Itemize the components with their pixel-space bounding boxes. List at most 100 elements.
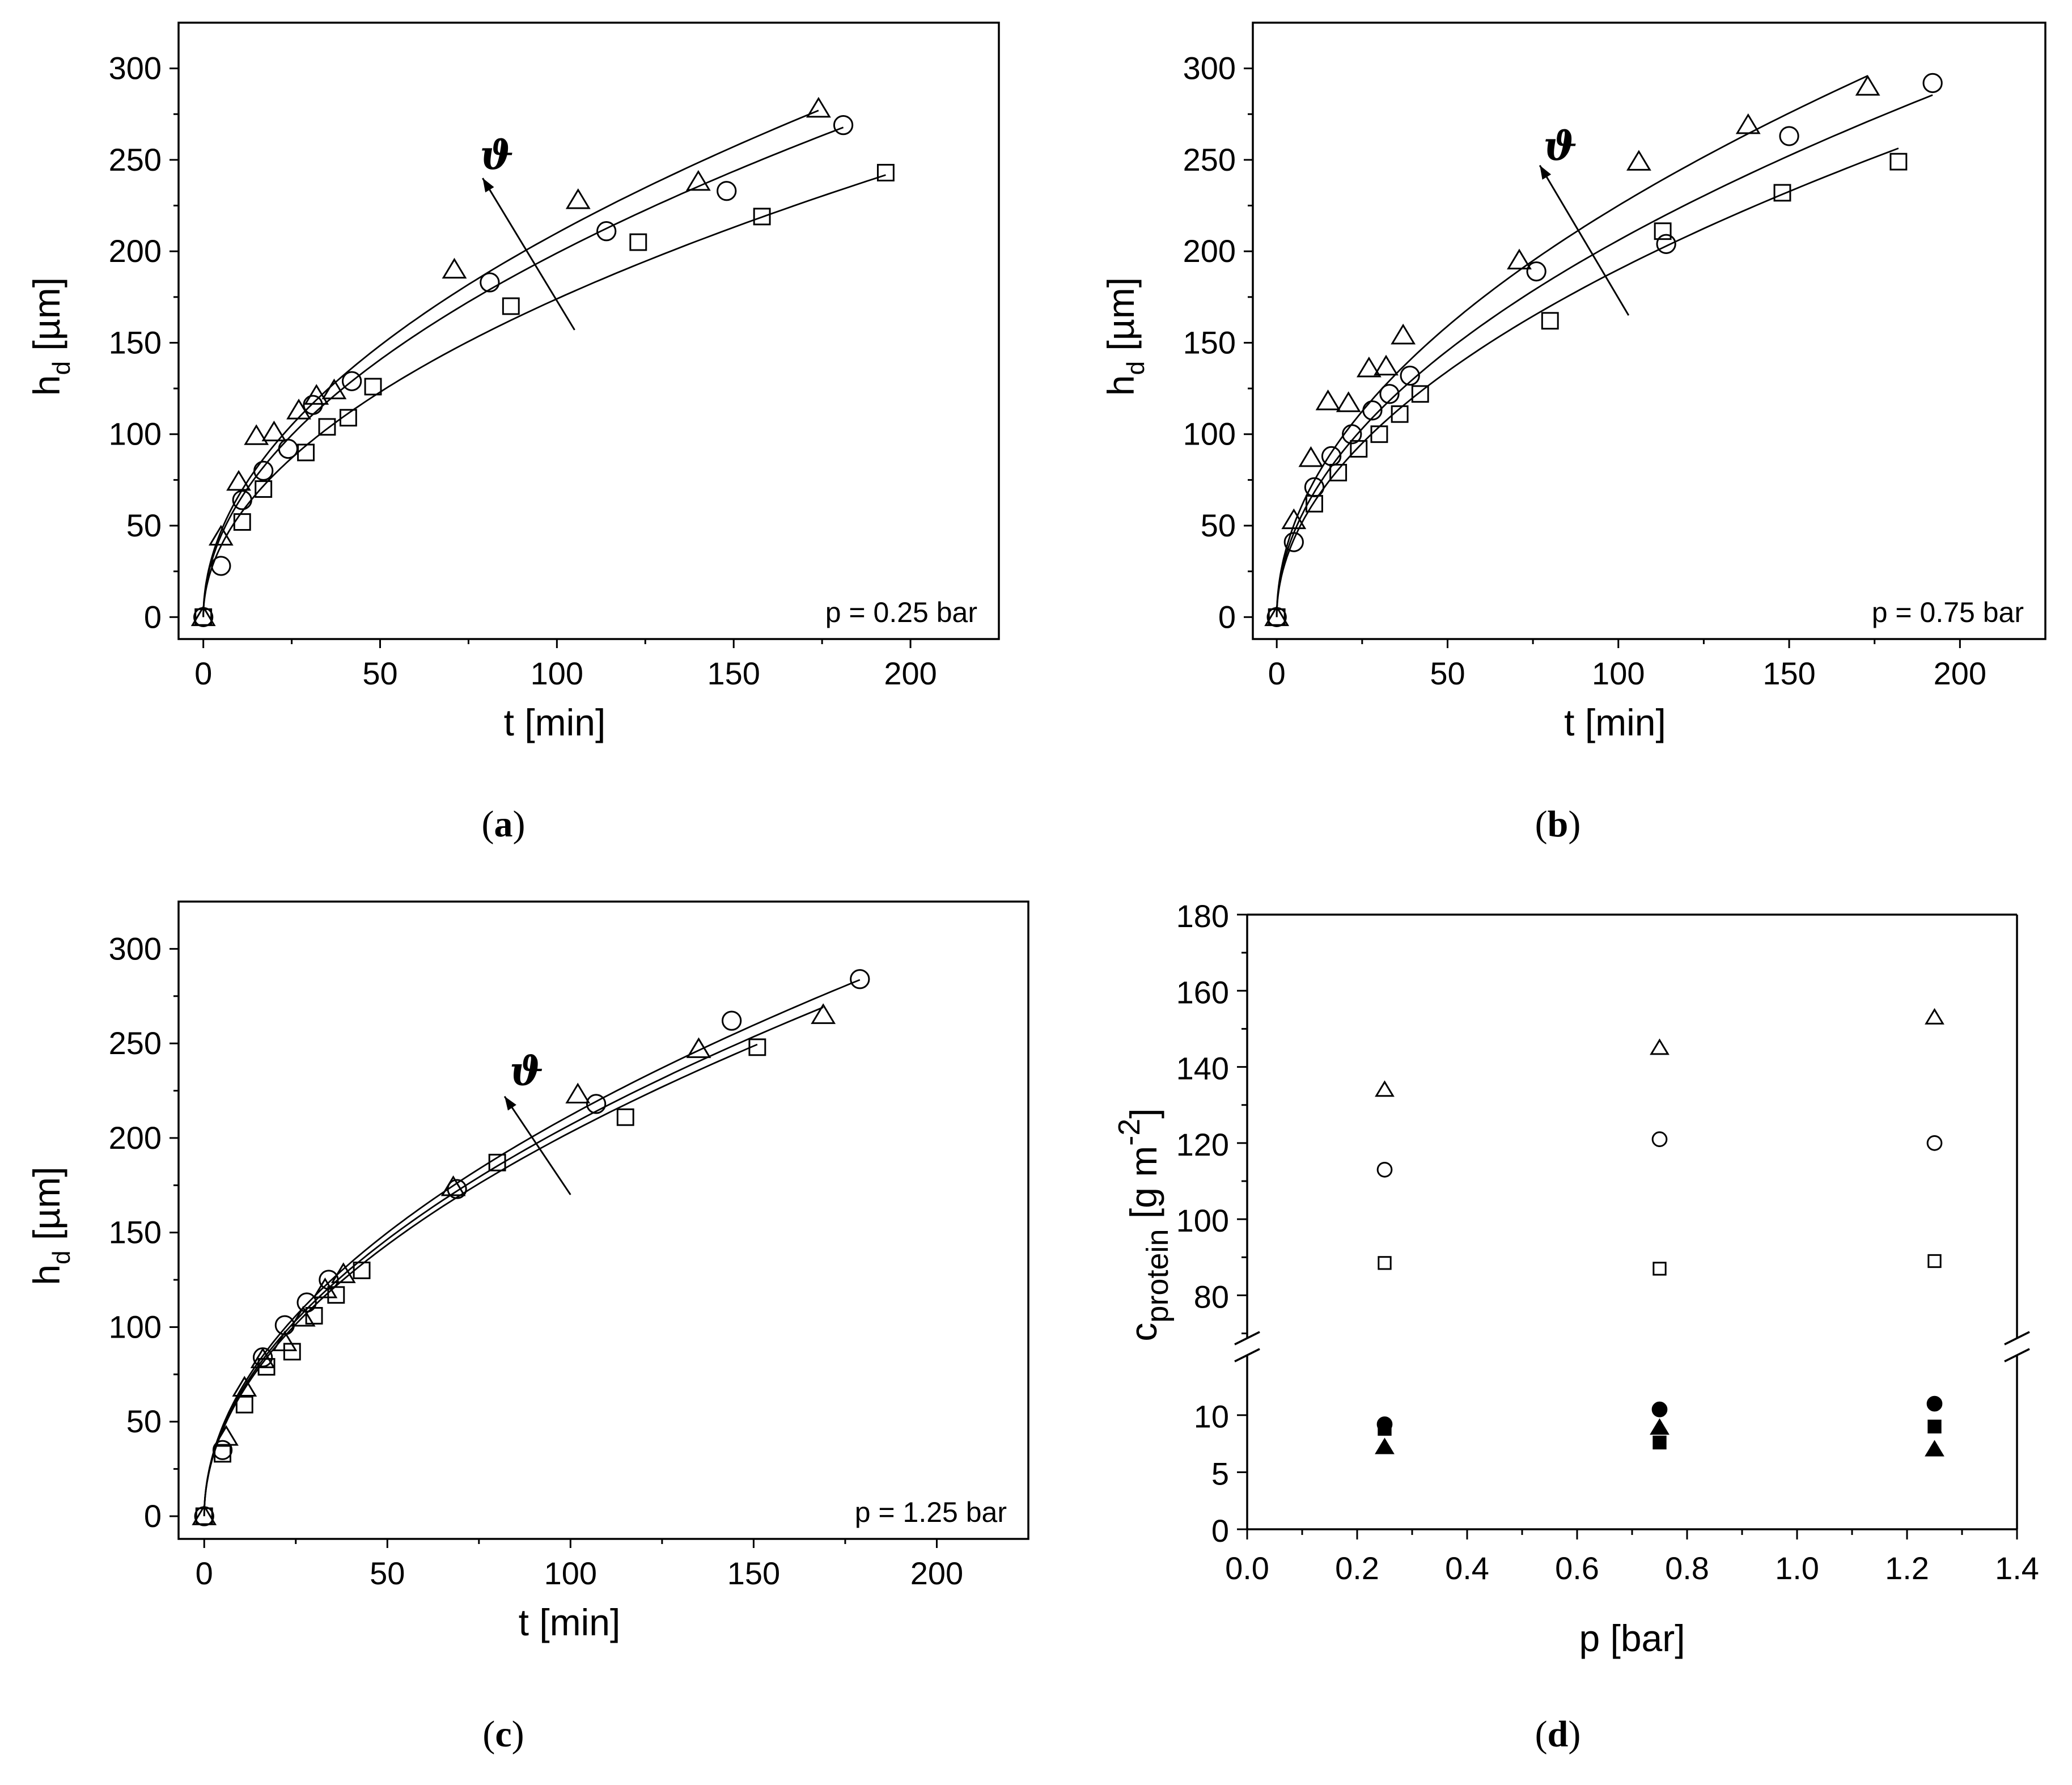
data-point-square [753, 208, 771, 226]
x-tick-label: 0.8 [1665, 1550, 1709, 1586]
data-point-circle [717, 181, 737, 201]
y-tick-label: 250 [109, 142, 162, 177]
x-axis-label: t [min] [1564, 701, 1666, 743]
data-point-square [1268, 608, 1286, 626]
data-point-square [1391, 405, 1409, 423]
x-tick-label: 200 [910, 1555, 963, 1591]
data-point-triangle [1356, 356, 1382, 378]
y-tick-label: 100 [109, 416, 162, 452]
data-point-square [1329, 464, 1348, 481]
data-point-circle [721, 1010, 742, 1031]
data-point-circle [447, 1179, 467, 1199]
y-axis-label: hd [µm] [1100, 277, 1150, 396]
data-point-circle [274, 1315, 295, 1335]
data-point-square [1306, 494, 1323, 513]
data-point-triangle [1374, 354, 1399, 376]
data-point-square [1654, 222, 1672, 240]
x-tick-label: 0.2 [1335, 1550, 1379, 1586]
data-point-triangle [811, 1003, 836, 1024]
y-tick-label: 140 [1176, 1051, 1229, 1086]
theta-arrow-shaft [503, 1095, 571, 1195]
data-point-open-triangle [1925, 1008, 1944, 1025]
data-point-open-circle [1376, 1162, 1393, 1178]
x-tick-label: 200 [884, 655, 937, 691]
fit-curve-square [202, 174, 886, 617]
x-axis-label: t [min] [519, 1601, 621, 1643]
caption-paren: ) [513, 803, 526, 845]
data-point-triangle [686, 1037, 711, 1058]
y-tick-label: 0 [1218, 599, 1236, 635]
data-point-circle [303, 395, 323, 415]
y-axis-label-unit: [g m [1122, 1146, 1164, 1229]
y-tick-label: 250 [109, 1025, 162, 1061]
x-tick-label: 0 [194, 655, 212, 691]
data-point-square [257, 1358, 276, 1376]
fit-curve-triangle [202, 109, 819, 617]
data-point-circle [1656, 234, 1676, 254]
caption-paren: ( [1535, 803, 1548, 845]
data-point-circle [341, 371, 362, 391]
data-point-triangle [565, 1082, 591, 1103]
y-axis-label-main: h [26, 375, 67, 396]
fit-curve-circle [202, 126, 844, 617]
fit-curve-circle [203, 979, 861, 1517]
plot-frame [177, 22, 1000, 640]
y-axis-label-sub: d [48, 1250, 75, 1264]
fit-curve-triangle [1276, 75, 1868, 617]
pressure-annotation: p = 1.25 bar [855, 1496, 1007, 1528]
panel-caption: (d) [1535, 1714, 1581, 1755]
x-tick-label: 1.0 [1775, 1550, 1819, 1586]
data-point-square [194, 608, 213, 626]
data-point-filled-triangle [1650, 1418, 1670, 1435]
data-point-square [233, 513, 251, 531]
x-tick-label: 100 [531, 655, 583, 691]
panel-c-chart: 0 50 100 150 200 0 50 100 150 200 250 300 t [min] hd … [26, 900, 1029, 1755]
data-point-open-circle [1651, 1131, 1668, 1147]
y-tick-label: 150 [1183, 324, 1236, 360]
y-tick-label: 100 [1176, 1203, 1229, 1238]
data-point-open-square [1378, 1256, 1392, 1270]
theta-label: ϑ [1544, 122, 1577, 170]
data-point-square [502, 297, 520, 315]
data-point-circle [1779, 126, 1799, 146]
x-tick-label: 0 [196, 1555, 213, 1591]
y-tick-label: 100 [109, 1309, 162, 1344]
data-point-circle [1922, 73, 1943, 94]
data-point-open-triangle [1650, 1038, 1670, 1055]
y-tick-label: 5 [1211, 1456, 1229, 1491]
data-point-square [1541, 312, 1559, 330]
y-axis-label: hd [µm] [26, 277, 75, 396]
data-point-triangle [226, 469, 251, 491]
data-point-square [327, 1286, 345, 1304]
theta-arrow-head [505, 1096, 516, 1111]
x-tick-label: 100 [544, 1555, 597, 1591]
data-point-triangle [1336, 391, 1361, 412]
y-axis-label: cprotein [g m-2] [1112, 1108, 1175, 1341]
fit-curve-circle [1276, 94, 1933, 617]
caption-letter: a [494, 803, 513, 845]
data-point-triangle [1281, 508, 1307, 530]
data-point-circle [1379, 384, 1400, 404]
y-tick-label: 200 [109, 233, 162, 269]
data-point-circle [850, 969, 870, 989]
y-tick-label: 50 [1201, 507, 1236, 543]
panel-caption: (c) [482, 1714, 524, 1755]
data-point-square [305, 1306, 323, 1325]
panel-b-chart: 0 50 100 150 200 0 50 100 150 200 250 300 t [min] hd … [1100, 22, 2046, 845]
x-tick-label: 150 [727, 1555, 780, 1591]
caption-letter: d [1548, 1714, 1569, 1755]
data-point-square [1889, 153, 1908, 171]
y-axis-label-unit: [µm] [26, 277, 67, 361]
data-point-circle [833, 115, 854, 136]
panel-caption: (a) [482, 803, 526, 845]
y-tick-label: 180 [1176, 898, 1229, 934]
theta-arrow-shaft [1539, 164, 1630, 316]
data-point-square [1411, 385, 1429, 403]
data-point-filled-square [1927, 1419, 1942, 1433]
y-tick-label: 120 [1176, 1127, 1229, 1162]
data-point-triangle [330, 1262, 356, 1283]
x-axis-label: p [bar] [1579, 1617, 1685, 1659]
data-point-square [318, 418, 336, 436]
y-axis-label-main: h [26, 1264, 67, 1285]
